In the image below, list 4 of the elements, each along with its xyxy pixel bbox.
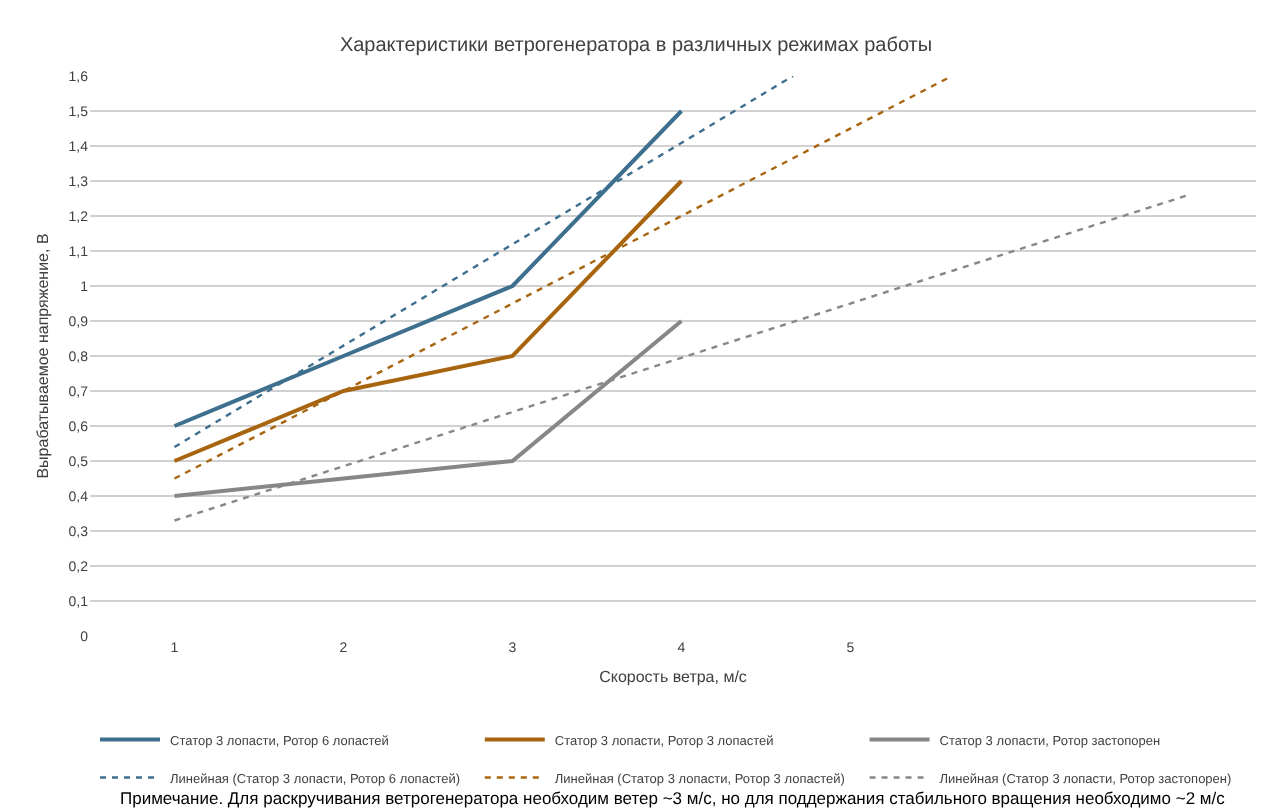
- text: Примечание. Для раскручивания ветрогенератора необходим ветер ~3 м/с, но для поддержания стабильного вращения необходимо ~2 м/с: [120, 788, 1227, 808]
- y-axis-title: Вырабатываемое напряжение, В: [33, 233, 52, 479]
- x-axis-title: Скорость ветра, м/с: [599, 668, 747, 687]
- chart-title: Характеристики ветрогенератора в различных режимах работы: [339, 34, 933, 57]
